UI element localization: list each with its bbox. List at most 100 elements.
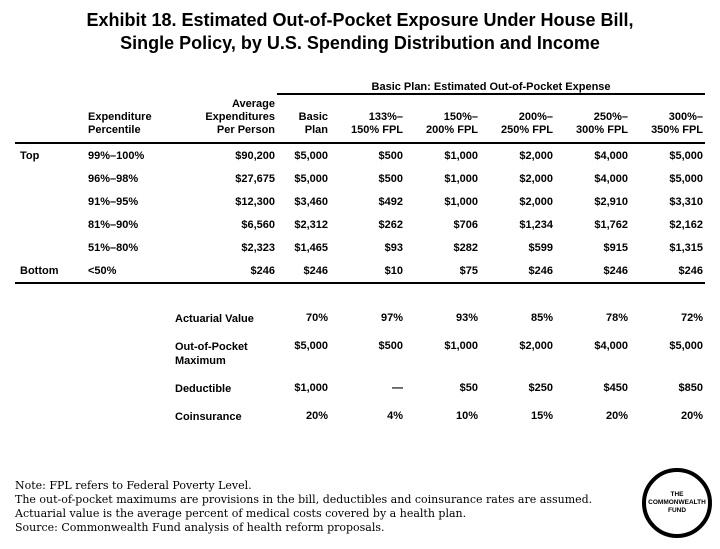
plan-cell: $5,000 xyxy=(669,340,704,352)
table-cell: $27,675 xyxy=(235,172,276,185)
column-header: 250%– 300% FPL xyxy=(555,94,631,144)
table-cell: 96%–98% xyxy=(88,172,139,185)
column-header: 200%– 250% FPL xyxy=(480,94,556,144)
table-cell: $4,000 xyxy=(594,149,629,162)
plan-row: Out-of-Pocket Maximum $5,000 $500 $1,000 $2,… xyxy=(15,332,705,374)
table-cell: $5,000 xyxy=(294,172,329,185)
table-cell: 91%–95% xyxy=(88,195,139,208)
table-cell: $1,000 xyxy=(444,195,479,208)
exhibit-title-line1: Exhibit 18. Estimated Out-of-Pocket Expo… xyxy=(86,10,634,30)
table-cell: $1,465 xyxy=(294,241,329,254)
table-cell: $2,323 xyxy=(241,241,276,254)
table-cell: $10 xyxy=(330,259,406,284)
table-cell: $3,310 xyxy=(669,195,704,208)
plan-cell: 20% xyxy=(605,410,629,422)
table-cell: $75 xyxy=(405,259,481,284)
span-header-row: Basic Plan: Estimated Out-of-Pocket Expe… xyxy=(15,81,706,95)
plan-cell: $250 xyxy=(528,382,554,394)
plan-row: Deductible $1,000 — $50 $250 $450 $850 xyxy=(15,374,705,402)
plan-cell: 78% xyxy=(605,312,629,324)
table-cell: $706 xyxy=(453,218,479,231)
table-cell: $246 xyxy=(185,259,278,284)
table-cell: $1,000 xyxy=(444,149,479,162)
table-cell: $500 xyxy=(378,149,404,162)
table-cell: $5,000 xyxy=(669,149,704,162)
plan-cell: $4,000 xyxy=(594,340,629,352)
table-cell: $282 xyxy=(453,241,479,254)
plan-cell: — xyxy=(392,382,404,394)
column-header: 300%– 350% FPL xyxy=(630,94,706,144)
table-cell: $599 xyxy=(528,241,554,254)
table-row: Bottom <50% $246 $246 $10 $75 $246 $246 $246 xyxy=(15,259,706,284)
plan-cell: $50 xyxy=(459,382,479,394)
plan-row-label: Deductible xyxy=(175,383,232,395)
column-header: 150%– 200% FPL xyxy=(405,94,481,144)
table-cell: $246 xyxy=(277,259,331,284)
table-cell: $90,200 xyxy=(235,149,276,162)
table-cell: $2,312 xyxy=(294,218,329,231)
footnote-line: Actuarial value is the average percent o… xyxy=(15,507,467,520)
commonwealth-fund-logo-text: THE COMMONWEALTH FUND xyxy=(648,491,706,514)
table-span-header: Basic Plan: Estimated Out-of-Pocket Expe… xyxy=(277,81,706,95)
plan-cell: 20% xyxy=(681,410,704,422)
plan-cell: $450 xyxy=(603,382,629,394)
table-cell: $2,000 xyxy=(519,172,554,185)
exhibit-title: Exhibit 18. Estimated Out-of-Pocket Expo… xyxy=(28,9,692,55)
column-header-row: Expenditure Percentile Average Expenditur… xyxy=(15,94,706,144)
exhibit-title-line2: Single Policy, by U.S. Spending Distribu… xyxy=(120,33,600,53)
table-row: Top 99%–100% $90,200 $5,000 $500 $1,000 $2,000… xyxy=(15,143,705,167)
table-cell xyxy=(15,167,75,190)
plan-row-label: Actuarial Value xyxy=(175,313,254,325)
table-cell: $93 xyxy=(384,241,404,254)
table-cell: $1,315 xyxy=(669,241,704,254)
table-cell: $3,460 xyxy=(294,195,329,208)
plan-cell: 93% xyxy=(455,312,479,324)
table-cell: $5,000 xyxy=(669,172,704,185)
plan-cell: 10% xyxy=(455,410,479,422)
table-cell xyxy=(15,236,75,259)
column-header: 133%– 150% FPL xyxy=(330,94,406,144)
table-cell: $500 xyxy=(378,172,404,185)
column-header: Average Expenditures Per Person xyxy=(185,94,278,144)
table-cell xyxy=(15,213,75,236)
plan-cell: $5,000 xyxy=(294,340,329,352)
table-cell: $2,162 xyxy=(669,218,704,231)
footnotes: Note: FPL refers to Federal Poverty Leve… xyxy=(15,479,592,535)
plan-cell: $500 xyxy=(378,340,404,352)
plan-cell: $2,000 xyxy=(519,340,554,352)
out-of-pocket-table: Basic Plan: Estimated Out-of-Pocket Expe… xyxy=(15,81,706,430)
plan-cell: 72% xyxy=(681,312,704,324)
plan-row-label: Coinsurance xyxy=(175,411,242,423)
table-cell: $1,000 xyxy=(444,172,479,185)
table-cell: 81%–90% xyxy=(88,218,139,231)
spacer-row xyxy=(15,283,705,304)
plan-row: Coinsurance 20% 4% 10% 15% 20% 20% xyxy=(15,402,705,430)
table-cell: 51%–80% xyxy=(88,241,139,254)
plan-cell: 85% xyxy=(530,312,554,324)
plan-cell: $850 xyxy=(678,382,704,394)
plan-cell: 15% xyxy=(530,410,554,422)
table-cell: $246 xyxy=(630,259,706,284)
table-cell: Bottom xyxy=(15,259,75,284)
plan-cell: 20% xyxy=(305,410,329,422)
plan-row-label: Out-of-Pocket Maximum xyxy=(175,341,248,367)
table-row: 91%–95% $12,300 $3,460 $492 $1,000 $2,000 $2,9… xyxy=(15,190,705,213)
table-cell: 99%–100% xyxy=(88,149,145,162)
plan-row: Actuarial Value 70% 97% 93% 85% 78% 72% xyxy=(15,304,705,332)
commonwealth-fund-logo: THE COMMONWEALTH FUND xyxy=(642,468,712,538)
table-cell: Top xyxy=(20,149,40,162)
table-cell: $12,300 xyxy=(235,195,276,208)
table-cell: $2,000 xyxy=(519,195,554,208)
table-head: Basic Plan: Estimated Out-of-Pocket Expe… xyxy=(15,81,706,144)
plan-cell: 97% xyxy=(380,312,404,324)
table-body: Top 99%–100% $90,200 $5,000 $500 $1,000 $2,000… xyxy=(15,143,706,430)
table-cell: $262 xyxy=(378,218,404,231)
slide: { "title": { "line1": "Exhibit 18. Estim… xyxy=(0,9,720,549)
table-row: 51%–80% $2,323 $1,465 $93 $282 $599 $915 $1,315 xyxy=(15,236,705,259)
footnote-line: Source: Commonwealth Fund analysis of he… xyxy=(15,521,385,534)
table-cell: $1,234 xyxy=(519,218,554,231)
table-cell: $1,762 xyxy=(594,218,629,231)
table-cell: $6,560 xyxy=(241,218,276,231)
plan-cell: 4% xyxy=(387,410,404,422)
table-cell: <50% xyxy=(75,259,185,284)
